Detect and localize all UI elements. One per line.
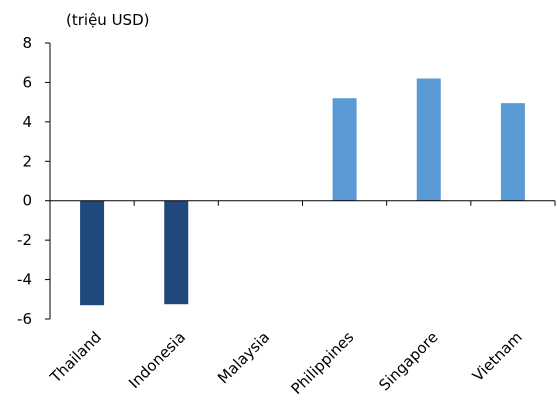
y-tick-label: 4 xyxy=(22,113,32,131)
x-category-label: Singapore xyxy=(375,328,441,394)
bars xyxy=(80,78,525,306)
bar-vietnam xyxy=(500,103,525,201)
y-axis: -6 -4 -2 0 2 4 6 8 xyxy=(17,34,51,328)
y-tick-label: -4 xyxy=(17,271,32,289)
x-category-label: Indonesia xyxy=(125,328,189,392)
unit-label: (triệu USD) xyxy=(66,11,149,29)
x-category-label: Vietnam xyxy=(469,328,526,385)
y-tick-label: 8 xyxy=(22,34,32,52)
x-category-label: Philippines xyxy=(288,328,358,398)
y-tick-label: 2 xyxy=(22,152,32,170)
bar-indonesia xyxy=(164,200,189,305)
y-tick-label: 6 xyxy=(22,73,32,91)
y-tick-label: -6 xyxy=(17,310,32,328)
bar-singapore xyxy=(416,78,441,201)
bar-thailand xyxy=(80,200,105,306)
bar-philippines xyxy=(332,98,357,201)
x-axis: Thailand Indonesia Malaysia Philippines Sing… xyxy=(46,200,556,398)
y-tick-label: -2 xyxy=(17,231,32,249)
x-category-label: Malaysia xyxy=(214,328,273,387)
x-category-label: Thailand xyxy=(46,328,105,387)
y-tick-label: 0 xyxy=(22,192,32,210)
